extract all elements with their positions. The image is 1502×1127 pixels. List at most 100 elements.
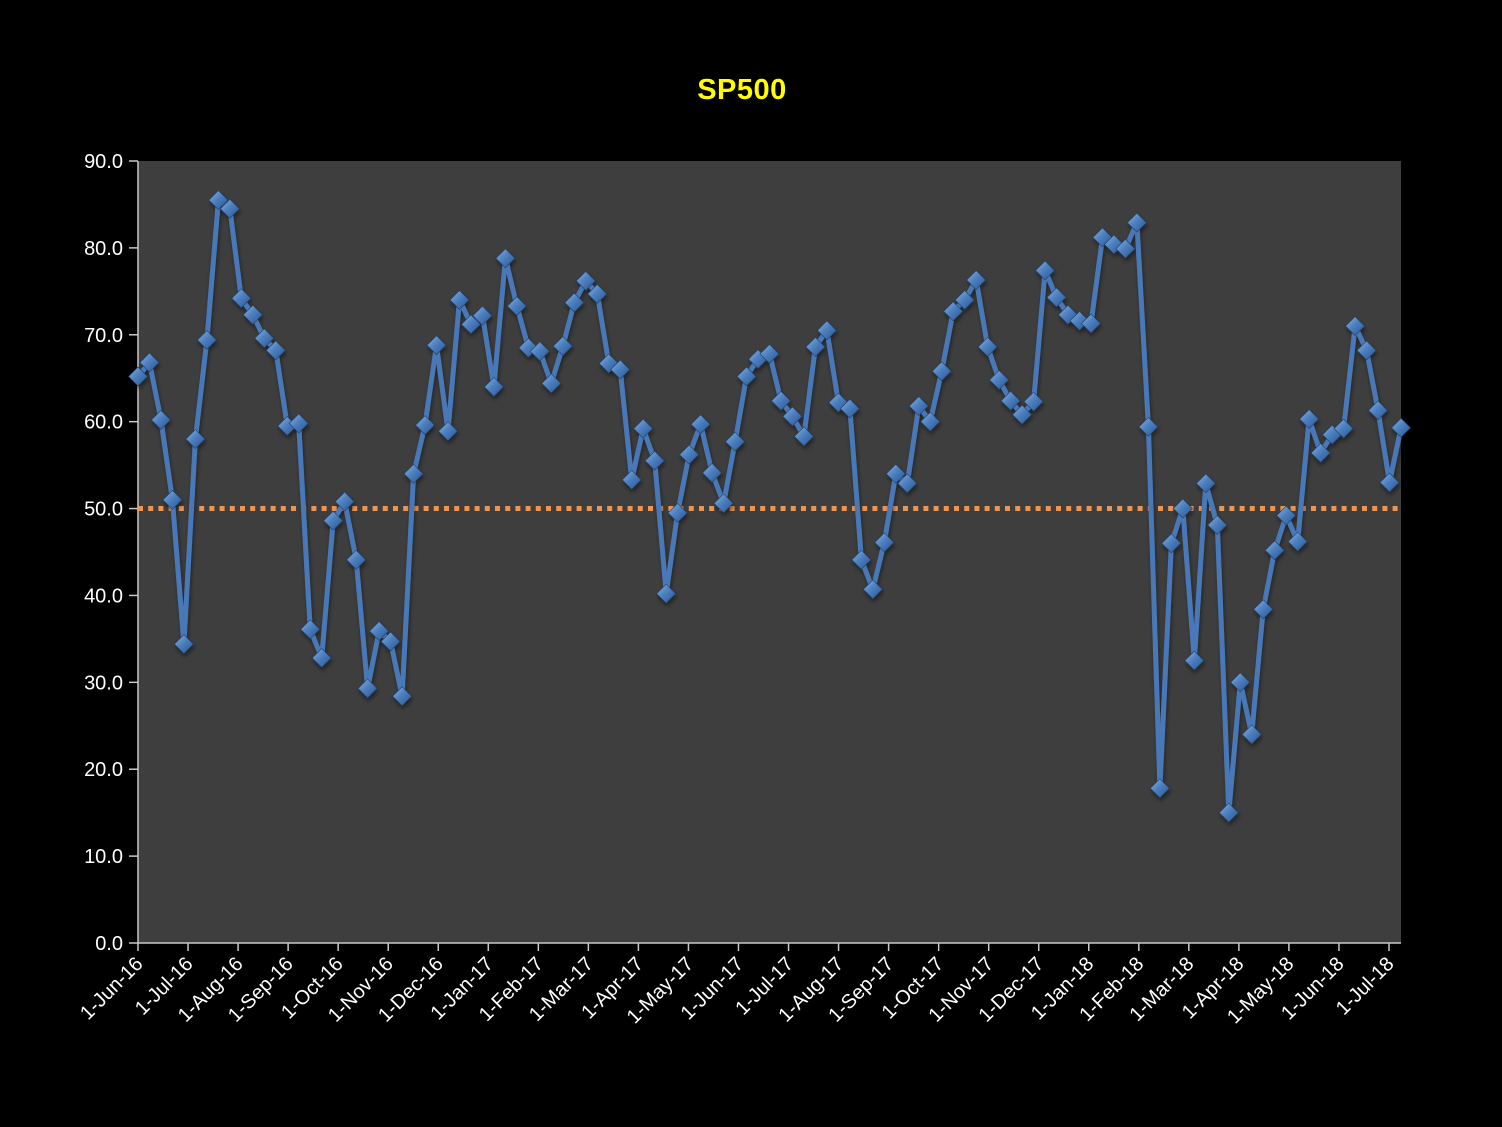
- data-point-marker: [816, 320, 837, 341]
- y-tick-label: 20.0: [84, 759, 123, 781]
- data-point-marker: [610, 359, 631, 380]
- data-point-marker: [839, 398, 860, 419]
- data-point-marker: [794, 426, 814, 447]
- data-point-marker: [265, 340, 286, 361]
- data-point-marker: [334, 491, 355, 512]
- data-point-marker: [1184, 650, 1205, 671]
- data-point-marker: [644, 450, 665, 471]
- data-point-marker: [1310, 443, 1331, 463]
- data-point-marker: [495, 248, 516, 269]
- data-point-marker: [702, 463, 723, 483]
- data-point-marker: [667, 502, 688, 523]
- data-point-marker: [426, 335, 447, 356]
- data-point-marker: [621, 469, 642, 490]
- data-point-marker: [461, 314, 481, 335]
- data-point-marker: [541, 373, 562, 394]
- data-point-marker: [1368, 400, 1388, 421]
- data-point-marker: [690, 414, 711, 435]
- data-point-marker: [1172, 498, 1193, 519]
- data-point-marker: [1241, 724, 1262, 745]
- data-point-marker: [598, 353, 619, 374]
- data-point-marker: [1287, 531, 1308, 552]
- data-point-marker: [208, 190, 229, 211]
- data-point-marker: [1356, 340, 1377, 361]
- data-point-marker: [415, 415, 435, 436]
- data-point-marker: [300, 619, 321, 640]
- data-point-marker: [1276, 505, 1297, 526]
- y-tick-label: 50.0: [84, 499, 123, 521]
- data-point-marker: [908, 396, 929, 416]
- data-point-marker: [805, 337, 826, 357]
- data-point-marker: [288, 413, 309, 434]
- data-point-marker: [862, 579, 883, 600]
- data-point-marker: [128, 366, 148, 387]
- y-tick-label: 40.0: [84, 585, 123, 607]
- data-point-marker: [736, 366, 757, 387]
- data-point-marker: [851, 549, 872, 570]
- data-point-marker: [1115, 238, 1136, 259]
- data-point-marker: [1138, 416, 1159, 437]
- data-point-marker: [1012, 404, 1033, 425]
- data-point-marker: [449, 290, 470, 310]
- data-point-marker: [219, 198, 240, 219]
- data-point-marker: [782, 406, 803, 427]
- data-point-marker: [1230, 672, 1251, 693]
- data-point-marker: [1264, 540, 1285, 561]
- data-point-marker: [369, 621, 390, 641]
- data-point-marker: [1391, 417, 1411, 438]
- data-point-marker: [1195, 473, 1216, 494]
- data-point-marker: [403, 463, 424, 484]
- data-point-marker: [989, 370, 1010, 390]
- data-point-marker: [1161, 533, 1182, 554]
- data-point-marker: [1345, 316, 1365, 337]
- data-point-marker: [1000, 390, 1021, 411]
- data-point-marker: [311, 648, 332, 668]
- y-tick-label: 0.0: [95, 933, 123, 955]
- data-point-marker: [1058, 304, 1078, 325]
- data-point-marker: [484, 376, 504, 397]
- plot-area: [138, 161, 1401, 943]
- data-point-marker: [1046, 287, 1067, 308]
- data-point-marker: [1218, 802, 1239, 823]
- x-tick-label: 1-Jun-16: [76, 953, 147, 1024]
- data-point-marker: [472, 305, 493, 326]
- data-point-marker: [1069, 310, 1090, 331]
- data-point-marker: [174, 634, 194, 655]
- data-point-marker: [185, 429, 206, 449]
- data-point-marker: [920, 411, 941, 432]
- data-point-marker: [139, 352, 160, 373]
- data-point-marker: [357, 678, 378, 699]
- data-point-marker: [725, 431, 745, 452]
- data-point-marker: [656, 583, 677, 604]
- data-point-marker: [931, 361, 952, 382]
- data-point-marker: [897, 473, 918, 494]
- data-point-marker: [1081, 313, 1101, 334]
- data-point-marker: [1207, 515, 1228, 535]
- data-point-marker: [1023, 391, 1044, 412]
- data-point-marker: [323, 510, 344, 531]
- data-point-marker: [1299, 409, 1320, 429]
- data-point-marker: [587, 284, 608, 304]
- data-point-marker: [1126, 212, 1147, 233]
- data-point-marker: [977, 337, 998, 357]
- data-point-marker: [954, 290, 975, 310]
- data-point-marker: [162, 489, 183, 510]
- data-point-marker: [506, 296, 527, 317]
- series-sp500: [128, 190, 1411, 823]
- data-point-marker: [346, 549, 367, 570]
- data-point-marker: [966, 270, 987, 290]
- y-tick-label: 80.0: [84, 238, 123, 260]
- data-point-marker: [231, 288, 252, 309]
- y-tick-label: 60.0: [84, 412, 123, 434]
- y-tick-label: 30.0: [84, 672, 123, 694]
- y-tick-label: 90.0: [84, 151, 123, 173]
- data-point-marker: [1379, 472, 1400, 493]
- data-point-marker: [1253, 599, 1274, 620]
- data-point-marker: [771, 390, 791, 411]
- data-point-marker: [196, 330, 217, 350]
- data-point-marker: [392, 686, 413, 707]
- data-point-marker: [874, 532, 895, 553]
- data-point-marker: [518, 337, 539, 358]
- data-point-marker: [1149, 778, 1170, 799]
